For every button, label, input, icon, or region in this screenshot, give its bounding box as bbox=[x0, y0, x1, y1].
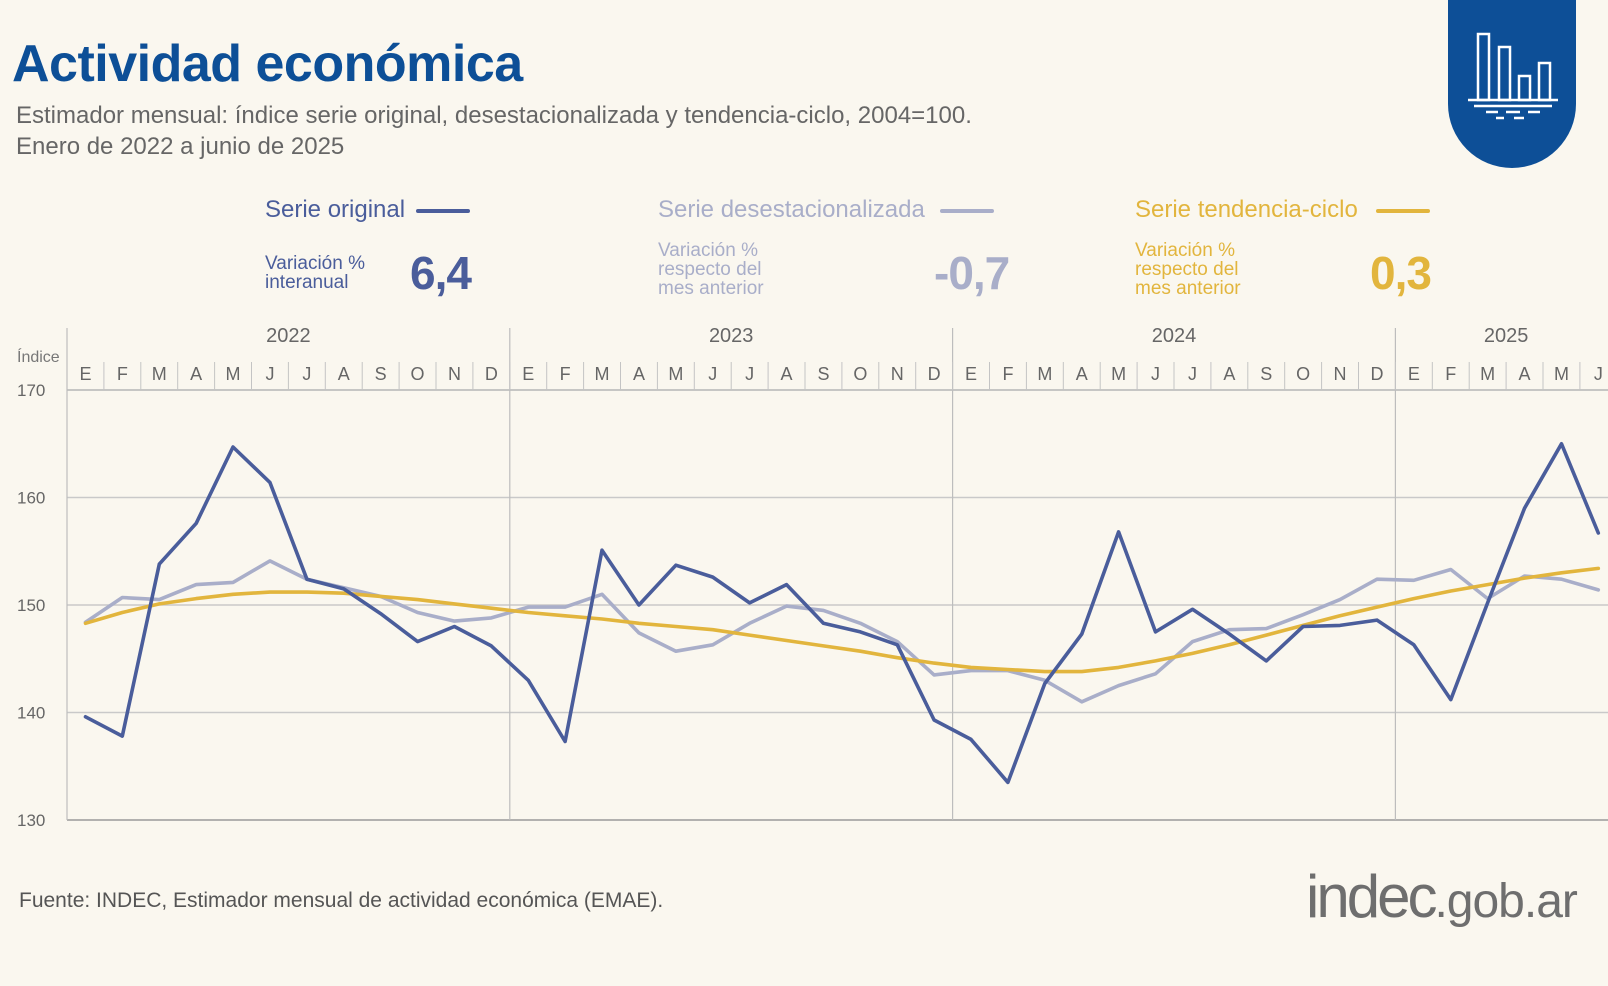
month-label: J bbox=[1188, 364, 1197, 384]
legend-seasonally-adjusted: Serie desestacionalizada Variación % res… bbox=[658, 196, 1010, 299]
month-label: E bbox=[1408, 364, 1420, 384]
page-title: Actividad económica bbox=[12, 35, 523, 93]
month-label: M bbox=[226, 364, 241, 384]
legend-name-trend-cycle: Serie tendencia-ciclo bbox=[1135, 196, 1358, 223]
month-label: A bbox=[633, 364, 645, 384]
month-label: F bbox=[1002, 364, 1013, 384]
y-tick-label: 170 bbox=[17, 381, 45, 400]
y-tick-label: 150 bbox=[17, 596, 45, 615]
month-label: E bbox=[79, 364, 91, 384]
year-label: 2025 bbox=[1484, 325, 1529, 347]
y-tick-label: 160 bbox=[17, 489, 45, 508]
month-label: J bbox=[708, 364, 717, 384]
month-label: F bbox=[117, 364, 128, 384]
source-note: Fuente: INDEC, Estimador mensual de acti… bbox=[19, 889, 664, 912]
month-label: J bbox=[1594, 364, 1603, 384]
month-label: M bbox=[152, 364, 167, 384]
month-label: A bbox=[1519, 364, 1531, 384]
month-label: M bbox=[595, 364, 610, 384]
month-label: D bbox=[1370, 364, 1383, 384]
y-tick-label: 130 bbox=[17, 811, 45, 830]
year-label: 2022 bbox=[266, 325, 311, 347]
subtitle-line-2: Enero de 2022 a junio de 2025 bbox=[16, 133, 345, 160]
legend-value-seasonally-adjusted: -0,7 bbox=[934, 247, 1010, 299]
bar-chart-icon bbox=[1468, 32, 1558, 120]
legend-caption-original: Variación % interanual bbox=[265, 253, 365, 293]
year-label: 2024 bbox=[1152, 325, 1197, 347]
y-tick-label: 140 bbox=[17, 704, 45, 723]
indec-logo-main: indec bbox=[1306, 863, 1437, 930]
month-label: A bbox=[781, 364, 793, 384]
month-label: J bbox=[302, 364, 311, 384]
legend-name-original: Serie original bbox=[265, 196, 406, 223]
month-label: S bbox=[375, 364, 387, 384]
year-label: 2023 bbox=[709, 325, 754, 347]
legend-value-original: 6,4 bbox=[410, 247, 472, 299]
month-label: F bbox=[1445, 364, 1456, 384]
legend-original: Serie original Variación % interanual 6,… bbox=[265, 196, 472, 299]
legend-trend-cycle: Serie tendencia-ciclo Variación % respec… bbox=[1135, 196, 1432, 299]
legend-caption-seasonally-adjusted: Variación % respecto del mes anterior bbox=[658, 240, 764, 299]
month-label: M bbox=[668, 364, 683, 384]
month-label: E bbox=[965, 364, 977, 384]
legend-value-trend-cycle: 0,3 bbox=[1370, 247, 1432, 299]
subtitle-line-1: Estimador mensual: índice serie original… bbox=[16, 102, 972, 129]
month-label: N bbox=[1334, 364, 1347, 384]
month-label: A bbox=[338, 364, 350, 384]
month-label: M bbox=[1111, 364, 1126, 384]
legend-name-seasonally-adjusted: Serie desestacionalizada bbox=[658, 196, 925, 223]
month-label: N bbox=[448, 364, 461, 384]
legend-caption-trend-cycle: Variación % respecto del mes anterior bbox=[1135, 240, 1241, 299]
indec-logo-suffix: .gob.ar bbox=[1434, 875, 1577, 928]
month-label: F bbox=[560, 364, 571, 384]
series-line-original bbox=[83, 441, 1601, 785]
indec-badge bbox=[1448, 0, 1576, 168]
legend-swatch-seasonally-adjusted bbox=[940, 209, 994, 213]
month-label: D bbox=[928, 364, 941, 384]
month-label: M bbox=[1037, 364, 1052, 384]
month-label: J bbox=[265, 364, 274, 384]
month-label: M bbox=[1554, 364, 1569, 384]
month-label: A bbox=[1223, 364, 1235, 384]
month-label: O bbox=[1296, 364, 1310, 384]
month-label: A bbox=[1076, 364, 1088, 384]
month-label: O bbox=[411, 364, 425, 384]
month-label: A bbox=[190, 364, 202, 384]
month-label: D bbox=[485, 364, 498, 384]
indec-logo: indec.gob.ar bbox=[1306, 862, 1578, 931]
month-label: E bbox=[522, 364, 534, 384]
month-label: M bbox=[1480, 364, 1495, 384]
y-axis-label: Índice bbox=[17, 347, 60, 366]
legend-swatch-original bbox=[416, 209, 470, 213]
month-label: J bbox=[1151, 364, 1160, 384]
month-label: S bbox=[817, 364, 829, 384]
month-label: N bbox=[891, 364, 904, 384]
month-label: J bbox=[745, 364, 754, 384]
month-label: O bbox=[853, 364, 867, 384]
subtitle: Estimador mensual: índice serie original… bbox=[16, 100, 972, 162]
legend-swatch-trend-cycle bbox=[1376, 209, 1430, 213]
series-line-tendencia-ciclo bbox=[83, 566, 1601, 674]
month-label: S bbox=[1260, 364, 1272, 384]
